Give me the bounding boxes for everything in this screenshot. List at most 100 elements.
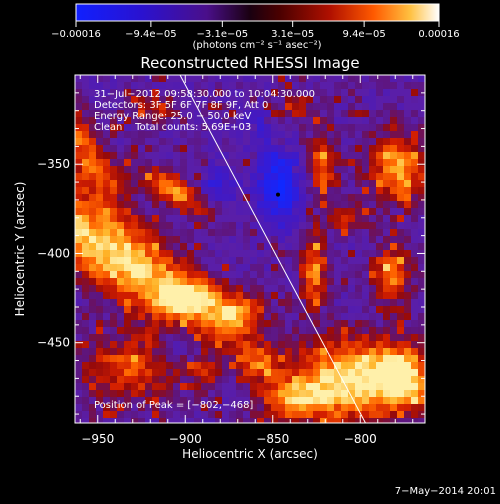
- heatmap-cell: [292, 341, 299, 348]
- heatmap-cell: [278, 313, 285, 320]
- heatmap-cell: [159, 334, 166, 341]
- heatmap-cell: [299, 306, 306, 313]
- heatmap-cell: [110, 96, 117, 103]
- heatmap-cell: [215, 166, 222, 173]
- heatmap-cell: [313, 418, 320, 423]
- heatmap-cell: [306, 250, 313, 257]
- heatmap-cell: [369, 299, 376, 306]
- heatmap-cell: [341, 341, 348, 348]
- heatmap-cell: [96, 159, 103, 166]
- heatmap-cell: [82, 124, 89, 131]
- heatmap-cell: [292, 320, 299, 327]
- heatmap-cell: [250, 278, 257, 285]
- heatmap-cell: [271, 355, 278, 362]
- heatmap-cell: [215, 82, 222, 89]
- heatmap-cell: [180, 334, 187, 341]
- heatmap-cell: [110, 320, 117, 327]
- heatmap-cell: [131, 124, 138, 131]
- heatmap-cell: [306, 355, 313, 362]
- heatmap-cell: [243, 124, 250, 131]
- heatmap-cell: [404, 362, 411, 369]
- heatmap-cell: [264, 194, 271, 201]
- heatmap-cell: [320, 411, 327, 418]
- heatmap-cell: [243, 152, 250, 159]
- heatmap-cell: [89, 376, 96, 383]
- heatmap-cell: [187, 201, 194, 208]
- heatmap-cell: [362, 362, 369, 369]
- heatmap-cell: [341, 124, 348, 131]
- heatmap-cell: [334, 264, 341, 271]
- heatmap-cell: [152, 201, 159, 208]
- heatmap-cell: [334, 131, 341, 138]
- heatmap-cell: [194, 131, 201, 138]
- heatmap-cell: [124, 89, 131, 96]
- heatmap-cell: [89, 229, 96, 236]
- heatmap-cell: [292, 404, 299, 411]
- heatmap-cell: [264, 82, 271, 89]
- heatmap-cell: [236, 327, 243, 334]
- heatmap-cell: [208, 313, 215, 320]
- heatmap-cell: [117, 411, 124, 418]
- heatmap-cell: [138, 362, 145, 369]
- heatmap-cell: [201, 215, 208, 222]
- heatmap-cell: [320, 257, 327, 264]
- heatmap-cell: [166, 173, 173, 180]
- heatmap-cell: [180, 292, 187, 299]
- heatmap-cell: [236, 306, 243, 313]
- heatmap-cell: [292, 138, 299, 145]
- heatmap-cell: [187, 215, 194, 222]
- heatmap-cell: [250, 306, 257, 313]
- heatmap-cell: [362, 75, 369, 82]
- heatmap-cell: [362, 285, 369, 292]
- limb-line: [179, 74, 366, 424]
- heatmap-cell: [299, 418, 306, 423]
- heatmap-cell: [110, 299, 117, 306]
- heatmap-cell: [411, 145, 418, 152]
- heatmap-cell: [264, 348, 271, 355]
- heatmap-cell: [369, 138, 376, 145]
- heatmap-cell: [369, 159, 376, 166]
- heatmap-cell: [229, 348, 236, 355]
- heatmap-cell: [250, 383, 257, 390]
- heatmap-cell: [82, 313, 89, 320]
- heatmap-cell: [166, 138, 173, 145]
- heatmap-cell: [355, 250, 362, 257]
- heatmap-cell: [292, 250, 299, 257]
- heatmap-cell: [390, 348, 397, 355]
- heatmap-cell: [208, 306, 215, 313]
- heatmap-cell: [278, 236, 285, 243]
- heatmap-cell: [236, 292, 243, 299]
- heatmap-cell: [341, 306, 348, 313]
- heatmap-cell: [271, 285, 278, 292]
- heatmap-cell: [208, 187, 215, 194]
- heatmap-cell: [418, 383, 425, 390]
- heatmap-cell: [145, 397, 152, 404]
- heatmap-cell: [411, 229, 418, 236]
- heatmap-cell: [222, 320, 229, 327]
- heatmap-cell: [285, 75, 292, 82]
- heatmap-cell: [397, 159, 404, 166]
- heatmap-cell: [173, 236, 180, 243]
- heatmap-cell: [397, 117, 404, 124]
- heatmap-cell: [103, 145, 110, 152]
- heatmap-cell: [355, 110, 362, 117]
- heatmap-cell: [89, 257, 96, 264]
- heatmap-cell: [166, 117, 173, 124]
- heatmap-cell: [124, 390, 131, 397]
- heatmap-cell: [369, 257, 376, 264]
- heatmap-cell: [96, 397, 103, 404]
- heatmap-cell: [229, 369, 236, 376]
- y-tick-label: −450: [37, 336, 70, 350]
- heatmap-cell: [404, 376, 411, 383]
- heatmap-cell: [369, 411, 376, 418]
- heatmap-cell: [152, 383, 159, 390]
- heatmap-cell: [159, 103, 166, 110]
- heatmap-cell: [390, 362, 397, 369]
- heatmap-cell: [180, 299, 187, 306]
- heatmap-cell: [145, 243, 152, 250]
- heatmap-cell: [376, 194, 383, 201]
- heatmap-cell: [124, 257, 131, 264]
- heatmap-cell: [194, 96, 201, 103]
- heatmap-cell: [257, 299, 264, 306]
- heatmap-cell: [131, 131, 138, 138]
